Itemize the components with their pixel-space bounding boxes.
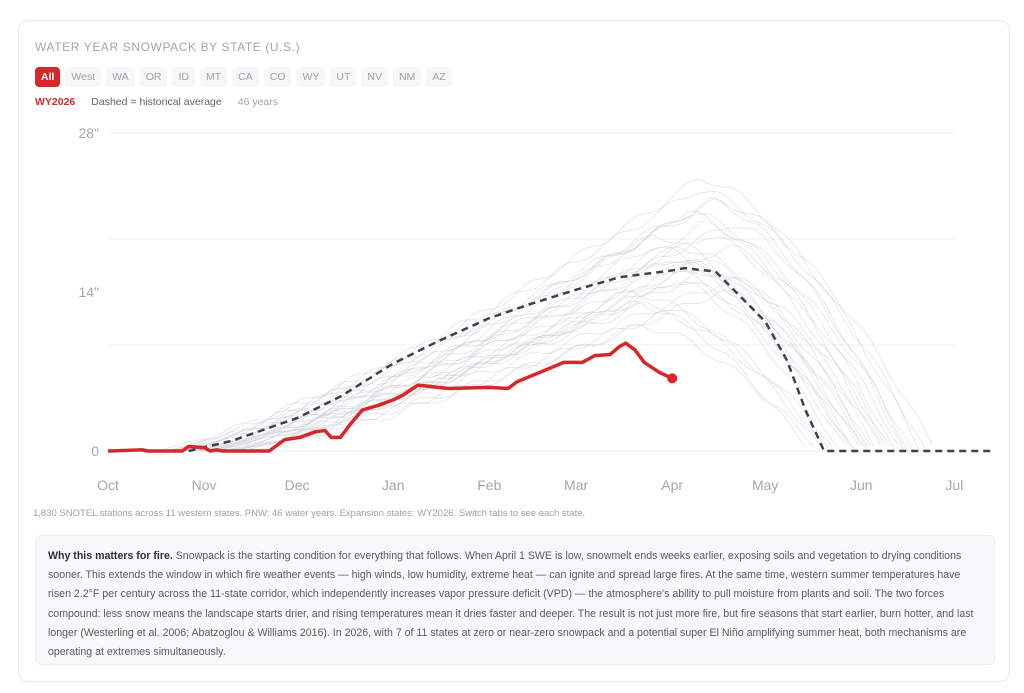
historical-year-line (185, 269, 875, 452)
historical-year-line (160, 236, 881, 452)
historical-year-line (200, 277, 890, 452)
historical-year-line (188, 302, 834, 452)
historical-year-line (247, 289, 868, 452)
tab-ca[interactable]: CA (232, 67, 259, 87)
historical-year-line (231, 260, 871, 452)
historical-year-line (219, 324, 816, 452)
historical-year-line (204, 261, 850, 452)
historical-average-line (188, 266, 992, 453)
explainer-lead: Why this matters for fire. (48, 550, 173, 562)
historical-year-line (228, 270, 868, 452)
current-year-line (107, 341, 673, 453)
y-tick-label: 14" (78, 284, 99, 300)
legend-years: 46 years (237, 96, 279, 108)
x-tick-label: Jun (850, 477, 873, 493)
snowpack-card: WATER YEAR SNOWPACK BY STATE (U.S.) All W… (18, 20, 1010, 682)
current-year-endpoint (667, 373, 678, 384)
x-tick-label: Dec (285, 477, 310, 493)
x-tick-label: Apr (661, 477, 683, 493)
tab-west[interactable]: West (65, 67, 102, 87)
tab-or[interactable]: OR (139, 67, 168, 87)
historical-year-line (222, 220, 899, 452)
x-tick-label: Jan (382, 477, 405, 493)
explainer-body: Snowpack is the starting condition for e… (48, 550, 974, 659)
tab-mt[interactable]: MT (199, 67, 228, 87)
x-tick-label: Feb (477, 477, 501, 493)
tab-co[interactable]: CO (263, 67, 292, 87)
y-tick-label: 28" (78, 125, 99, 141)
tab-az[interactable]: AZ (426, 67, 452, 87)
x-tick-label: May (752, 477, 778, 493)
x-tick-label: Oct (97, 477, 119, 493)
chart-note: 1,830 SNOTEL stations across 11 western … (33, 508, 586, 519)
chart-title: WATER YEAR SNOWPACK BY STATE (U.S.) (35, 40, 301, 54)
legend-dashed: Dashed = historical average (91, 96, 222, 108)
y-tick-label: 0 (91, 443, 99, 459)
state-tabs: All West WA OR ID MT CA CO WY UT NV NM AZ (35, 67, 452, 87)
tab-ut[interactable]: UT (330, 67, 357, 87)
historical-year-line (182, 179, 921, 452)
x-tick-label: Nov (192, 477, 217, 493)
historical-year-line (210, 282, 856, 452)
tab-wy[interactable]: WY (296, 67, 326, 87)
historical-year-line (191, 300, 806, 452)
tab-wa[interactable]: WA (106, 67, 135, 87)
historical-year-line (166, 210, 887, 452)
snowpack-chart: 0 14" 28" Oct Nov Dec Jan Feb Mar Apr May Jun Jul (78, 125, 992, 493)
tab-nv[interactable]: NV (361, 67, 388, 87)
historical-year-line (173, 227, 906, 452)
historical-year-line (179, 289, 831, 452)
x-tick-label: Jul (945, 477, 963, 493)
legend: WY2026 Dashed = historical average 46 ye… (35, 96, 278, 108)
historical-year-line (194, 234, 859, 452)
historical-year-line (176, 197, 909, 452)
historical-year-line (151, 197, 933, 452)
tab-all[interactable]: All (35, 67, 61, 87)
legend-current: WY2026 (35, 96, 76, 108)
historical-year-line (169, 246, 884, 452)
explainer-box: Why this matters for fire. Snowpack is t… (35, 535, 995, 665)
tab-id[interactable]: ID (172, 67, 195, 87)
historical-year-line (197, 259, 862, 452)
historical-year-line (163, 190, 927, 452)
tab-nm[interactable]: NM (392, 67, 422, 87)
x-tick-label: Mar (564, 477, 588, 493)
